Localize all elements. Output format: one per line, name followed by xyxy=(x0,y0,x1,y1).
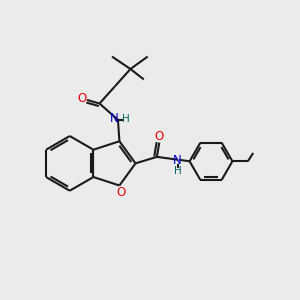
Text: H: H xyxy=(122,114,130,124)
Text: O: O xyxy=(116,185,125,199)
Text: N: N xyxy=(110,112,118,125)
Text: O: O xyxy=(155,130,164,142)
Text: N: N xyxy=(173,154,182,167)
Text: H: H xyxy=(174,166,182,176)
Text: O: O xyxy=(77,92,86,105)
